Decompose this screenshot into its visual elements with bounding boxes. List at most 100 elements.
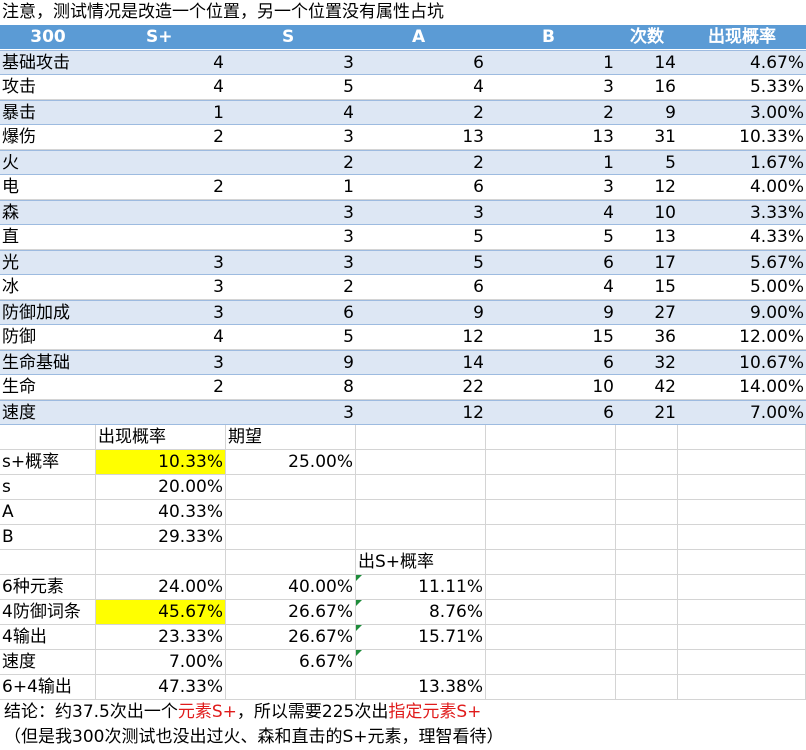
row-a: 5 bbox=[356, 250, 486, 275]
row-s: 3 bbox=[226, 225, 356, 250]
empty-cell bbox=[486, 475, 616, 500]
elements-expect: 26.67% bbox=[226, 625, 356, 650]
note-text: 注意，测试情况是改造一个位置，另一个位置没有属性占坑 bbox=[0, 0, 806, 25]
empty-cell bbox=[616, 475, 678, 500]
empty-cell bbox=[486, 650, 616, 675]
empty-cell bbox=[96, 550, 226, 575]
empty-cell bbox=[616, 650, 678, 675]
row-rate: 10.33% bbox=[678, 125, 806, 150]
conclusion-part-2: ，所以需要225次出 bbox=[236, 702, 389, 722]
elements-rate: 23.33% bbox=[96, 625, 226, 650]
summary-expect bbox=[226, 500, 356, 525]
summary-rate: 29.33% bbox=[96, 525, 226, 550]
row-s: 3 bbox=[226, 400, 356, 425]
empty-cell bbox=[0, 550, 96, 575]
empty-cell bbox=[356, 525, 486, 550]
empty-cell bbox=[678, 500, 806, 525]
row-s: 8 bbox=[226, 375, 356, 400]
row-a: 2 bbox=[356, 100, 486, 125]
elements-splus-rate: 11.11% bbox=[356, 575, 486, 600]
elements-label: 6种元素 bbox=[0, 575, 96, 600]
summary-label: s bbox=[0, 475, 96, 500]
row-a: 4 bbox=[356, 75, 486, 100]
elements-expect: 6.67% bbox=[226, 650, 356, 675]
elements-splus-rate: 15.71% bbox=[356, 625, 486, 650]
summary-label: B bbox=[0, 525, 96, 550]
empty-cell bbox=[486, 450, 616, 475]
row-rate: 1.67% bbox=[678, 150, 806, 175]
conclusion-part-1: 结论：约37.5次出一个 bbox=[4, 702, 178, 722]
empty-cell bbox=[678, 625, 806, 650]
summary-label: s+概率 bbox=[0, 450, 96, 475]
row-count: 5 bbox=[616, 150, 678, 175]
conclusion-highlight-2: 指定元素S+ bbox=[388, 702, 482, 722]
row-name: 森 bbox=[0, 200, 96, 225]
elements-rate: 7.00% bbox=[96, 650, 226, 675]
row-s: 3 bbox=[226, 125, 356, 150]
header-total: 300 bbox=[0, 25, 96, 50]
row-splus: 4 bbox=[96, 75, 226, 100]
row-count: 17 bbox=[616, 250, 678, 275]
row-splus bbox=[96, 150, 226, 175]
row-name: 光 bbox=[0, 250, 96, 275]
row-count: 13 bbox=[616, 225, 678, 250]
header-count: 次数 bbox=[616, 25, 678, 50]
row-splus: 4 bbox=[96, 325, 226, 350]
empty-cell bbox=[678, 675, 806, 700]
elements-rate: 47.33% bbox=[96, 675, 226, 700]
row-rate: 7.00% bbox=[678, 400, 806, 425]
row-splus: 3 bbox=[96, 350, 226, 375]
header-s: S bbox=[226, 25, 356, 50]
row-b: 5 bbox=[486, 225, 616, 250]
row-count: 36 bbox=[616, 325, 678, 350]
row-rate: 12.00% bbox=[678, 325, 806, 350]
row-b: 3 bbox=[486, 175, 616, 200]
row-s: 5 bbox=[226, 75, 356, 100]
summary-expect bbox=[226, 475, 356, 500]
empty-cell bbox=[0, 425, 96, 450]
row-b: 9 bbox=[486, 300, 616, 325]
elements-rate: 24.00% bbox=[96, 575, 226, 600]
empty-cell bbox=[678, 475, 806, 500]
elements-splus-rate: 8.76% bbox=[356, 600, 486, 625]
row-s: 3 bbox=[226, 50, 356, 75]
row-name: 火 bbox=[0, 150, 96, 175]
empty-cell bbox=[486, 550, 616, 575]
row-count: 27 bbox=[616, 300, 678, 325]
row-a: 6 bbox=[356, 50, 486, 75]
row-s: 1 bbox=[226, 175, 356, 200]
row-splus bbox=[96, 225, 226, 250]
row-count: 10 bbox=[616, 200, 678, 225]
empty-cell bbox=[616, 500, 678, 525]
summary-label: A bbox=[0, 500, 96, 525]
elements-expect: 40.00% bbox=[226, 575, 356, 600]
row-count: 21 bbox=[616, 400, 678, 425]
conclusion-line-1: 结论：约37.5次出一个元素S+，所以需要225次出指定元素S+ bbox=[0, 700, 806, 725]
row-a: 13 bbox=[356, 125, 486, 150]
row-name: 直 bbox=[0, 225, 96, 250]
row-s: 9 bbox=[226, 350, 356, 375]
empty-cell bbox=[616, 450, 678, 475]
row-name: 爆伤 bbox=[0, 125, 96, 150]
row-a: 12 bbox=[356, 325, 486, 350]
elements-splus-rate: 13.38% bbox=[356, 675, 486, 700]
empty-cell bbox=[616, 625, 678, 650]
row-b: 6 bbox=[486, 400, 616, 425]
row-name: 暴击 bbox=[0, 100, 96, 125]
row-splus: 2 bbox=[96, 375, 226, 400]
row-splus bbox=[96, 200, 226, 225]
empty-cell bbox=[616, 600, 678, 625]
elements-label: 4防御词条 bbox=[0, 600, 96, 625]
row-name: 速度 bbox=[0, 400, 96, 425]
row-count: 12 bbox=[616, 175, 678, 200]
empty-cell bbox=[486, 425, 616, 450]
empty-cell bbox=[486, 500, 616, 525]
summary-rate: 10.33% bbox=[96, 450, 226, 475]
row-a: 22 bbox=[356, 375, 486, 400]
row-rate: 3.00% bbox=[678, 100, 806, 125]
row-count: 32 bbox=[616, 350, 678, 375]
row-b: 1 bbox=[486, 50, 616, 75]
elements-expect: 26.67% bbox=[226, 600, 356, 625]
row-splus: 3 bbox=[96, 250, 226, 275]
